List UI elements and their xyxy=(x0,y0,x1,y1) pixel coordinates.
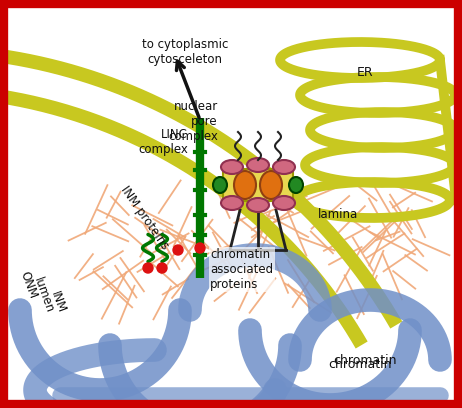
Text: INM: INM xyxy=(48,289,68,315)
Text: chromatin: chromatin xyxy=(328,359,392,372)
Text: ER: ER xyxy=(357,66,373,78)
Circle shape xyxy=(143,263,153,273)
Ellipse shape xyxy=(247,198,269,212)
Text: LINC
complex: LINC complex xyxy=(138,128,188,156)
FancyBboxPatch shape xyxy=(223,169,293,201)
Text: ONM: ONM xyxy=(17,270,39,300)
Ellipse shape xyxy=(213,177,227,193)
Ellipse shape xyxy=(221,196,243,210)
Ellipse shape xyxy=(289,177,303,193)
Text: chromatin: chromatin xyxy=(333,353,397,366)
Ellipse shape xyxy=(273,196,295,210)
Text: to cytoplasmic
cytosceleton: to cytoplasmic cytosceleton xyxy=(142,38,228,66)
Text: INM proteins: INM proteins xyxy=(118,184,171,252)
Ellipse shape xyxy=(221,160,243,174)
Circle shape xyxy=(195,243,205,253)
Ellipse shape xyxy=(273,160,295,174)
Text: chromatin
associated
proteins: chromatin associated proteins xyxy=(210,248,273,291)
Ellipse shape xyxy=(234,171,256,199)
Ellipse shape xyxy=(260,171,282,199)
Ellipse shape xyxy=(247,158,269,172)
Circle shape xyxy=(173,245,183,255)
Text: nuclear
pore
complex: nuclear pore complex xyxy=(168,100,218,143)
Circle shape xyxy=(157,263,167,273)
Text: lumen: lumen xyxy=(31,275,56,315)
Text: lamina: lamina xyxy=(318,208,358,222)
